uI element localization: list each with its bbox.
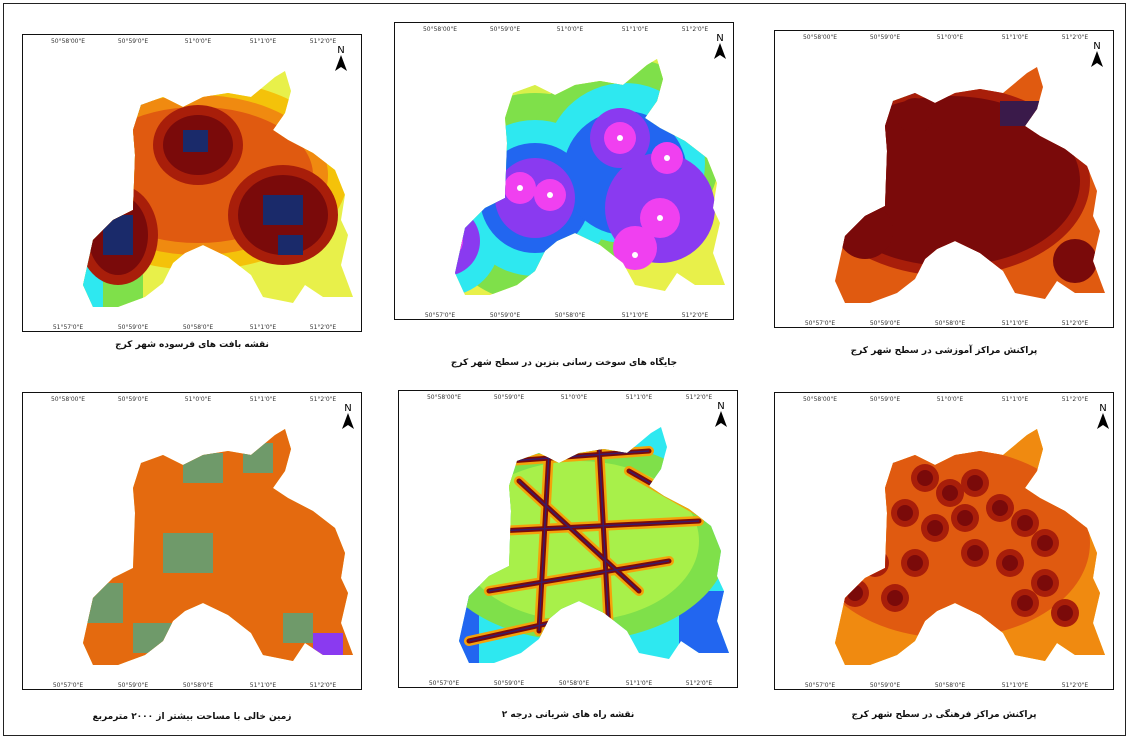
map-panel-cultural-centers: N 50°58'00"E 50°59'0"E 51°0'0"E 51°1'0"E… <box>774 392 1114 690</box>
map-panel-vacant-land: N 50°58'00"E 50°59'0"E 51°0'0"E 51°1'0"E… <box>22 392 362 690</box>
svg-text:N: N <box>1093 41 1100 52</box>
svg-text:51°0'0"E: 51°0'0"E <box>561 394 588 401</box>
svg-text:50°59'0"E: 50°59'0"E <box>870 34 900 41</box>
svg-text:51°0'0"E: 51°0'0"E <box>185 38 212 45</box>
svg-text:51°1'0"E: 51°1'0"E <box>626 680 653 687</box>
svg-text:51°2'0"E: 51°2'0"E <box>1062 34 1089 41</box>
svg-text:50°58'00"E: 50°58'00"E <box>803 396 837 403</box>
svg-text:N: N <box>717 401 724 412</box>
svg-text:51°1'0"E: 51°1'0"E <box>622 312 649 319</box>
north-arrow-icon: N <box>714 33 726 59</box>
svg-text:50°58'0"E: 50°58'0"E <box>183 324 213 331</box>
svg-text:51°1'0"E: 51°1'0"E <box>250 38 277 45</box>
north-arrow-icon: N <box>335 45 347 71</box>
svg-text:51°2'0"E: 51°2'0"E <box>310 682 337 689</box>
svg-text:50°59'0"E: 50°59'0"E <box>118 396 148 403</box>
map-caption-fuel-stations: جایگاه های سوخت رسانی بنزین در سطح شهر ک… <box>450 358 678 368</box>
north-arrow-icon: N <box>715 401 727 427</box>
svg-text:50°59'0"E: 50°59'0"E <box>118 324 148 331</box>
svg-text:51°1'0"E: 51°1'0"E <box>250 324 277 331</box>
svg-text:50°58'0"E: 50°58'0"E <box>183 682 213 689</box>
svg-text:51°1'0"E: 51°1'0"E <box>250 682 277 689</box>
svg-text:50°59'0"E: 50°59'0"E <box>490 26 520 33</box>
svg-text:51°1'0"E: 51°1'0"E <box>250 396 277 403</box>
svg-text:51°2'0"E: 51°2'0"E <box>686 680 713 687</box>
svg-text:51°1'0"E: 51°1'0"E <box>1002 682 1029 689</box>
svg-text:51°0'0"E: 51°0'0"E <box>937 396 964 403</box>
svg-text:51°0'0"E: 51°0'0"E <box>185 396 212 403</box>
svg-text:N: N <box>1099 403 1106 414</box>
svg-text:50°58'0"E: 50°58'0"E <box>935 682 965 689</box>
map-panel-worn-textures: N 50°58'00"E 50°59'0"E 51°0'0"E 51°1'0"E… <box>22 34 362 332</box>
svg-text:50°59'0"E: 50°59'0"E <box>494 680 524 687</box>
svg-text:51°1'0"E: 51°1'0"E <box>1002 396 1029 403</box>
svg-text:51°2'0"E: 51°2'0"E <box>1062 682 1089 689</box>
svg-text:50°58'00"E: 50°58'00"E <box>51 396 85 403</box>
svg-text:50°59'0"E: 50°59'0"E <box>494 394 524 401</box>
svg-text:51°2'0"E: 51°2'0"E <box>310 324 337 331</box>
svg-text:50°59'0"E: 50°59'0"E <box>118 38 148 45</box>
svg-text:51°2'0"E: 51°2'0"E <box>686 394 713 401</box>
map-caption-vacant-land: زمین خالی با مساحت بیشتر از ۲۰۰۰ مترمربع <box>92 712 292 722</box>
svg-text:51°2'0"E: 51°2'0"E <box>1062 396 1089 403</box>
svg-text:50°57'0"E: 50°57'0"E <box>805 320 835 327</box>
map-caption-cultural-centers: پراکنش مراکز فرهنگی در سطح شهر کرج <box>851 710 1037 720</box>
map-panel-fuel-stations: N 50°58'00"E 50°59'0"E 51°0'0"E 51°1'0"E… <box>394 22 734 320</box>
svg-text:51°2'0"E: 51°2'0"E <box>682 312 709 319</box>
north-arrow-icon: N <box>1091 41 1103 67</box>
svg-text:51°2'0"E: 51°2'0"E <box>682 26 709 33</box>
svg-text:50°59'0"E: 50°59'0"E <box>870 320 900 327</box>
svg-text:50°58'00"E: 50°58'00"E <box>423 26 457 33</box>
svg-text:50°58'0"E: 50°58'0"E <box>559 680 589 687</box>
map-caption-arterial-roads: نقشه راه های شریانی درجه ۲ <box>501 710 635 720</box>
svg-text:50°59'0"E: 50°59'0"E <box>490 312 520 319</box>
svg-text:N: N <box>716 33 723 44</box>
svg-text:50°58'0"E: 50°58'0"E <box>555 312 585 319</box>
svg-text:50°59'0"E: 50°59'0"E <box>870 682 900 689</box>
svg-text:50°58'00"E: 50°58'00"E <box>51 38 85 45</box>
svg-text:51°0'0"E: 51°0'0"E <box>937 34 964 41</box>
svg-text:N: N <box>337 45 344 56</box>
svg-text:51°57'0"E: 51°57'0"E <box>53 324 83 331</box>
svg-text:50°57'0"E: 50°57'0"E <box>53 682 83 689</box>
svg-text:51°1'0"E: 51°1'0"E <box>1002 320 1029 327</box>
svg-text:51°2'0"E: 51°2'0"E <box>310 396 337 403</box>
svg-text:50°57'0"E: 50°57'0"E <box>425 312 455 319</box>
svg-text:50°59'0"E: 50°59'0"E <box>870 396 900 403</box>
map-panel-arterial-roads: N 50°58'00"E 50°59'0"E 51°0'0"E 51°1'0"E… <box>398 390 738 688</box>
svg-text:50°57'0"E: 50°57'0"E <box>805 682 835 689</box>
svg-text:51°2'0"E: 51°2'0"E <box>1062 320 1089 327</box>
map-caption-worn-textures: نقشه بافت های فرسوده شهر کرج <box>115 340 269 350</box>
svg-text:50°58'0"E: 50°58'0"E <box>935 320 965 327</box>
svg-text:51°0'0"E: 51°0'0"E <box>557 26 584 33</box>
svg-text:51°1'0"E: 51°1'0"E <box>626 394 653 401</box>
svg-text:50°57'0"E: 50°57'0"E <box>429 680 459 687</box>
map-caption-educational-centers: پراکنش مراکز آموزشی در سطح شهر کرج <box>850 346 1038 356</box>
svg-text:51°2'0"E: 51°2'0"E <box>310 38 337 45</box>
north-arrow-icon: N <box>1097 403 1109 429</box>
svg-text:51°1'0"E: 51°1'0"E <box>622 26 649 33</box>
north-arrow-icon: N <box>342 403 354 429</box>
svg-text:50°58'00"E: 50°58'00"E <box>803 34 837 41</box>
svg-text:50°58'00"E: 50°58'00"E <box>427 394 461 401</box>
svg-text:N: N <box>344 403 351 414</box>
figure-frame <box>3 3 1126 736</box>
map-panel-educational-centers: N 50°58'00"E 50°59'0"E 51°0'0"E 51°1'0"E… <box>774 30 1114 328</box>
svg-text:51°1'0"E: 51°1'0"E <box>1002 34 1029 41</box>
svg-text:50°59'0"E: 50°59'0"E <box>118 682 148 689</box>
